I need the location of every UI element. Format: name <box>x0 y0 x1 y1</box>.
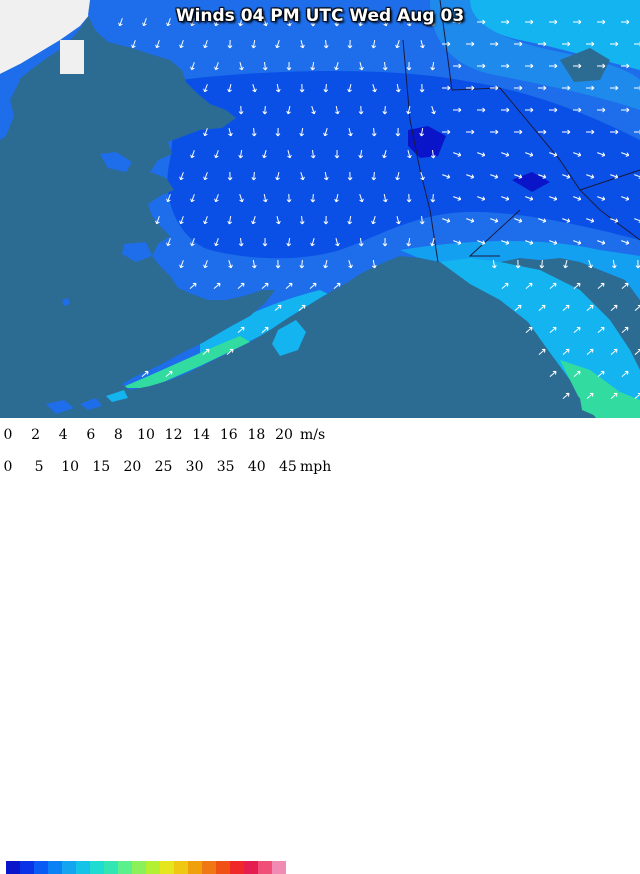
legend-color-swatch <box>76 861 90 874</box>
legend-color-swatch <box>272 861 286 874</box>
map-title: Winds 04 PM UTC Wed Aug 03 <box>0 6 640 26</box>
legend-color-swatch <box>146 861 160 874</box>
legend-color-swatch <box>118 861 132 874</box>
legend-ms-tick: 4 <box>59 427 68 443</box>
legend-ms-unit: m/s <box>300 427 325 443</box>
legend-ms-tick: 10 <box>137 427 155 443</box>
legend-mph-tick: 25 <box>155 459 173 475</box>
legend-mph-tick: 45 <box>279 459 297 475</box>
legend-ms-tick: 8 <box>114 427 123 443</box>
legend-mph-unit: mph <box>300 459 331 475</box>
wind-map <box>0 0 640 418</box>
legend-mph-tick: 5 <box>35 459 44 475</box>
legend-ms-tick: 14 <box>192 427 210 443</box>
legend-color-swatch <box>188 861 202 874</box>
legend-color-swatch <box>90 861 104 874</box>
legend-color-swatch <box>20 861 34 874</box>
legend-color-swatch <box>132 861 146 874</box>
legend-color-swatch <box>216 861 230 874</box>
legend-mph-tick: 0 <box>4 459 13 475</box>
legend-ms-tick: 18 <box>247 427 265 443</box>
legend-mph-tick: 40 <box>248 459 266 475</box>
legend-ms-tick: 12 <box>165 427 183 443</box>
legend-color-swatch <box>34 861 48 874</box>
legend-color-swatch <box>174 861 188 874</box>
legend-ms-tick: 20 <box>275 427 293 443</box>
legend-color-swatch <box>230 861 244 874</box>
no-data-block <box>60 40 84 74</box>
legend: 0 2 4 6 8 10 12 14 16 18 20 m/s 0 5 10 15 20 25 30 35 40 45… <box>0 418 640 480</box>
legend-color-swatch <box>258 861 272 874</box>
legend-mph-tick: 10 <box>61 459 79 475</box>
legend-color-swatch <box>160 861 174 874</box>
legend-color-swatch <box>48 861 62 874</box>
legend-mph-tick: 35 <box>217 459 235 475</box>
legend-ms-tick: 2 <box>31 427 40 443</box>
legend-color-swatch <box>202 861 216 874</box>
legend-ms-tick: 0 <box>4 427 13 443</box>
legend-color-swatch <box>104 861 118 874</box>
legend-ms-tick: 6 <box>86 427 95 443</box>
legend-ms-tick: 16 <box>220 427 238 443</box>
legend-colorbar <box>6 861 286 874</box>
legend-mph-tick: 15 <box>92 459 110 475</box>
legend-color-swatch <box>6 861 20 874</box>
legend-mph-tick: 20 <box>123 459 141 475</box>
legend-color-swatch <box>62 861 76 874</box>
legend-mph-tick: 30 <box>186 459 204 475</box>
legend-color-swatch <box>244 861 258 874</box>
